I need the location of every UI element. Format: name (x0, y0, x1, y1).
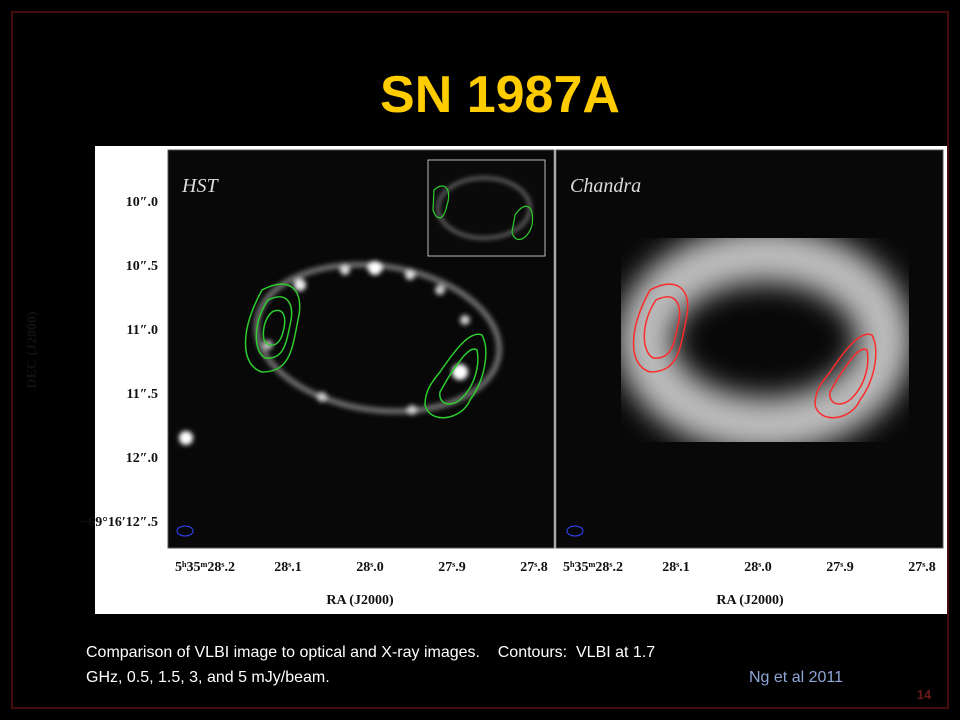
hst-ring (179, 261, 503, 445)
x-tick-label: 5ʰ35ᵐ28ˢ.2 (175, 560, 235, 575)
y-axis-label: DEC (J2000) (25, 311, 40, 389)
y-tick-label: 12″.0 (126, 451, 158, 466)
x-axis-label: RA (J2000) (716, 593, 784, 608)
panel-label: Chandra (570, 175, 641, 197)
x-tick-label: 5ʰ35ᵐ28ˢ.2 (563, 560, 623, 575)
y-tick-label: 11″.5 (127, 387, 158, 402)
panel-label: HST (181, 175, 219, 197)
page-number: 14 (917, 687, 932, 702)
x-tick-label: 28ˢ.1 (662, 560, 690, 575)
border (11, 11, 949, 709)
x-tick-label: 27ˢ.8 (520, 560, 548, 575)
hst-contours (244, 283, 487, 419)
x-tick-label: 27ˢ.9 (438, 560, 466, 575)
beam (176, 525, 194, 537)
y-tick-label: −69°16′12″.5 (80, 515, 158, 530)
caption-line: GHz, 0.5, 1.5, 3, and 5 mJy/beam. (86, 669, 330, 686)
title: SN 1987A (380, 66, 620, 124)
y-tick-label: 11″.0 (127, 323, 158, 338)
x-tick-label: 27ˢ.8 (908, 560, 936, 575)
x-tick-label: 28ˢ.0 (744, 560, 772, 575)
y-tick-label: 10″.5 (126, 259, 158, 274)
y-tick-label: 10″.0 (126, 195, 158, 210)
caption-line: Comparison of VLBI image to optical and … (86, 644, 655, 661)
inset-contours (432, 185, 534, 241)
x-tick-label: 28ˢ.0 (356, 560, 384, 575)
beam (566, 525, 584, 537)
x-tick-label: 27ˢ.9 (826, 560, 854, 575)
chandra-contours (632, 283, 877, 419)
credit: Ng et al 2011 (749, 669, 843, 686)
x-tick-label: 28ˢ.1 (274, 560, 302, 575)
inset (427, 159, 546, 257)
x-axis-label: RA (J2000) (326, 593, 394, 608)
